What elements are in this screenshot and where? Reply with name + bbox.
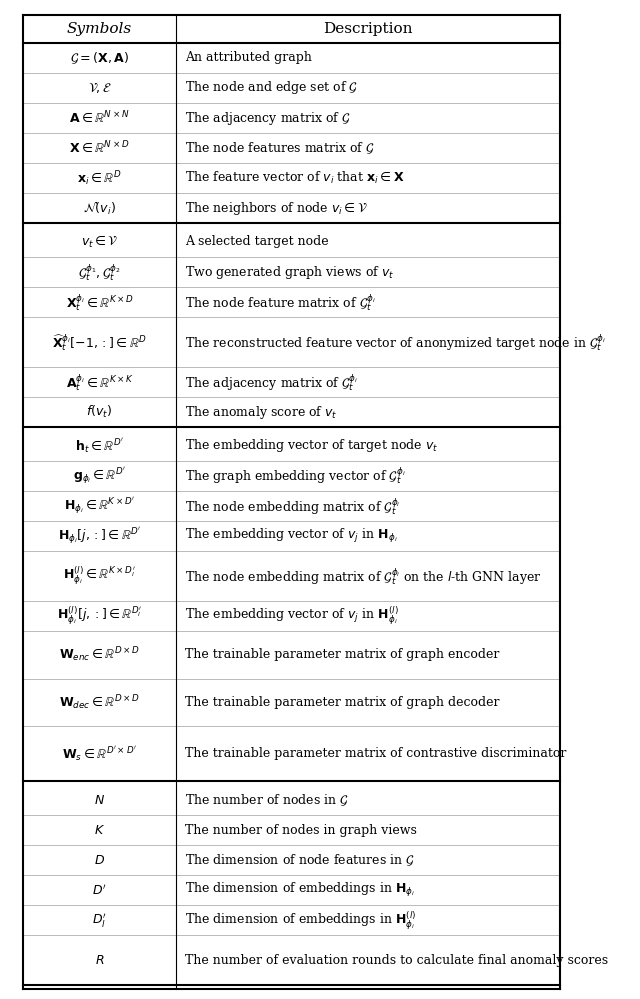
Text: The neighbors of node $v_i \in \mathcal{V}$: The neighbors of node $v_i \in \mathcal{… <box>184 200 367 217</box>
Text: $D^{\prime}$: $D^{\prime}$ <box>92 883 107 898</box>
Text: $\mathbf{h}_t \in \mathbb{R}^{D^{\prime}}$: $\mathbf{h}_t \in \mathbb{R}^{D^{\prime}… <box>75 437 124 456</box>
Text: The dimension of embeddings in $\mathbf{H}_{\phi_i}$: The dimension of embeddings in $\mathbf{… <box>184 881 415 899</box>
Text: A selected target node: A selected target node <box>184 236 328 249</box>
Text: The reconstructed feature vector of anonymized target node in $\mathcal{G}_t^{\p: The reconstructed feature vector of anon… <box>184 332 605 353</box>
Text: $\mathbf{A} \in \mathbb{R}^{N \times N}$: $\mathbf{A} \in \mathbb{R}^{N \times N}$ <box>69 110 130 126</box>
Text: $D_l^{\prime}$: $D_l^{\prime}$ <box>92 911 107 929</box>
Text: The node feature matrix of $\mathcal{G}_t^{\phi_i}$: The node feature matrix of $\mathcal{G}_… <box>184 292 376 313</box>
Text: The number of nodes in graph views: The number of nodes in graph views <box>184 824 417 837</box>
Text: The adjacency matrix of $\mathcal{G}_t^{\phi_i}$: The adjacency matrix of $\mathcal{G}_t^{… <box>184 372 358 393</box>
Text: The node embedding matrix of $\mathcal{G}_t^{\phi_i}$ on the $l$-th GNN layer: The node embedding matrix of $\mathcal{G… <box>184 565 541 586</box>
Text: Two generated graph views of $v_t$: Two generated graph views of $v_t$ <box>184 264 394 281</box>
Text: $\mathcal{G} = (\mathbf{X}, \mathbf{A})$: $\mathcal{G} = (\mathbf{X}, \mathbf{A})$ <box>70 50 129 66</box>
Text: The embedding vector of $v_j$ in $\mathbf{H}_{\phi_i}^{(l)}$: The embedding vector of $v_j$ in $\mathb… <box>184 605 399 627</box>
Text: $\mathbf{X}_t^{\phi_i} \in \mathbb{R}^{K \times D}$: $\mathbf{X}_t^{\phi_i} \in \mathbb{R}^{K… <box>66 292 133 313</box>
Text: The number of evaluation rounds to calculate final anomaly scores: The number of evaluation rounds to calcu… <box>184 954 608 967</box>
Text: $f(v_t)$: $f(v_t)$ <box>86 405 113 421</box>
Text: $\mathbf{H}_{\phi_i}^{(l)} \in \mathbb{R}^{K \times D_l^{\prime}}$: $\mathbf{H}_{\phi_i}^{(l)} \in \mathbb{R… <box>63 565 136 587</box>
Text: The feature vector of $v_i$ that $\mathbf{x}_i \in \mathbf{X}$: The feature vector of $v_i$ that $\mathb… <box>184 170 404 186</box>
Text: $\mathcal{G}_t^{\phi_1}, \mathcal{G}_t^{\phi_2}$: $\mathcal{G}_t^{\phi_1}, \mathcal{G}_t^{… <box>78 262 121 283</box>
Text: The node features matrix of $\mathcal{G}$: The node features matrix of $\mathcal{G}… <box>184 140 374 156</box>
Text: $\mathbf{g}_{\phi_i} \in \mathbb{R}^{D^{\prime}}$: $\mathbf{g}_{\phi_i} \in \mathbb{R}^{D^{… <box>73 466 126 487</box>
Text: $\mathbf{W}_{enc} \in \mathbb{R}^{D \times D}$: $\mathbf{W}_{enc} \in \mathbb{R}^{D \tim… <box>59 645 140 664</box>
Text: The trainable parameter matrix of contrastive discriminator: The trainable parameter matrix of contra… <box>184 747 566 760</box>
Text: The trainable parameter matrix of graph encoder: The trainable parameter matrix of graph … <box>184 648 499 661</box>
Text: $\mathbf{H}_{\phi_i}^{(l)}[j,:] \in \mathbb{R}^{D_l^{\prime}}$: $\mathbf{H}_{\phi_i}^{(l)}[j,:] \in \mat… <box>57 605 142 627</box>
Text: $D$: $D$ <box>94 854 105 867</box>
Text: $\mathbf{X} \in \mathbb{R}^{N \times D}$: $\mathbf{X} \in \mathbb{R}^{N \times D}$ <box>69 140 130 157</box>
Text: The number of nodes in $\mathcal{G}$: The number of nodes in $\mathcal{G}$ <box>184 792 348 808</box>
Text: The adjacency matrix of $\mathcal{G}$: The adjacency matrix of $\mathcal{G}$ <box>184 110 350 127</box>
Text: Symbols: Symbols <box>67 22 132 36</box>
Text: $N$: $N$ <box>94 793 105 806</box>
Text: $\mathbf{W}_s \in \mathbb{R}^{D^{\prime} \times D^{\prime}}$: $\mathbf{W}_s \in \mathbb{R}^{D^{\prime}… <box>62 745 137 763</box>
Text: The node and edge set of $\mathcal{G}$: The node and edge set of $\mathcal{G}$ <box>184 80 358 97</box>
Text: $\mathbf{H}_{\phi_i} \in \mathbb{R}^{K \times D^{\prime}}$: $\mathbf{H}_{\phi_i} \in \mathbb{R}^{K \… <box>64 496 135 516</box>
Text: $\widehat{\mathbf{X}}_t^{\phi_i}[-1,:] \in \mathbb{R}^{D}$: $\widehat{\mathbf{X}}_t^{\phi_i}[-1,:] \… <box>52 332 147 353</box>
Text: The dimension of embeddings in $\mathbf{H}_{\phi_i}^{(l)}$: The dimension of embeddings in $\mathbf{… <box>184 909 416 931</box>
Text: The embedding vector of $v_j$ in $\mathbf{H}_{\phi_i}$: The embedding vector of $v_j$ in $\mathb… <box>184 527 397 545</box>
Text: Description: Description <box>323 22 413 36</box>
Text: $\mathbf{W}_{dec} \in \mathbb{R}^{D \times D}$: $\mathbf{W}_{dec} \in \mathbb{R}^{D \tim… <box>59 693 140 712</box>
Text: $K$: $K$ <box>94 824 105 837</box>
Text: An attributed graph: An attributed graph <box>184 51 312 64</box>
Text: $\mathbf{A}_t^{\phi_i} \in \mathbb{R}^{K \times K}$: $\mathbf{A}_t^{\phi_i} \in \mathbb{R}^{K… <box>65 372 134 393</box>
Text: The dimension of node features in $\mathcal{G}$: The dimension of node features in $\math… <box>184 852 414 868</box>
Text: $v_t \in \mathcal{V}$: $v_t \in \mathcal{V}$ <box>81 234 118 250</box>
Text: The node embedding matrix of $\mathcal{G}_t^{\phi_i}$: The node embedding matrix of $\mathcal{G… <box>184 496 400 516</box>
Text: $\mathcal{V}, \mathcal{E}$: $\mathcal{V}, \mathcal{E}$ <box>88 81 111 95</box>
Text: $\mathbf{x}_i \in \mathbb{R}^{D}$: $\mathbf{x}_i \in \mathbb{R}^{D}$ <box>77 169 122 188</box>
Text: $\mathbf{H}_{\phi_i}[j,:] \in \mathbb{R}^{D^{\prime}}$: $\mathbf{H}_{\phi_i}[j,:] \in \mathbb{R}… <box>58 526 141 546</box>
Text: $R$: $R$ <box>95 954 104 967</box>
Text: The embedding vector of target node $v_t$: The embedding vector of target node $v_t… <box>184 438 438 455</box>
Text: The anomaly score of $v_t$: The anomaly score of $v_t$ <box>184 404 337 421</box>
Text: The graph embedding vector of $\mathcal{G}_t^{\phi_i}$: The graph embedding vector of $\mathcal{… <box>184 466 405 487</box>
Text: $\mathcal{N}(v_i)$: $\mathcal{N}(v_i)$ <box>83 200 116 217</box>
Text: The trainable parameter matrix of graph decoder: The trainable parameter matrix of graph … <box>184 696 499 709</box>
